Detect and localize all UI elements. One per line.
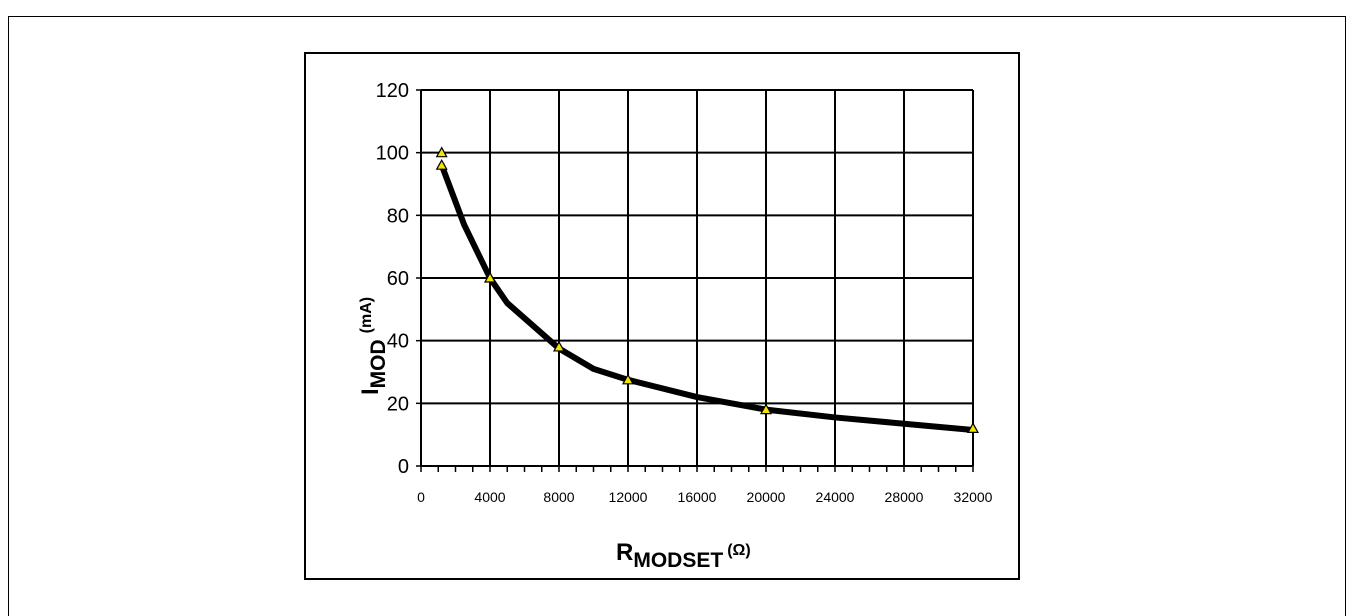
x-tick-label: 16000 [678,489,717,505]
x-axis-title-sub: MODSET [633,549,723,572]
y-tick-label: 40 [387,331,409,353]
x-tick-label: 24000 [816,489,855,505]
tick-labels: 0 20 40 60 80 100 120 0 4000 8000 12000 16000 20000 2… [376,80,993,505]
y-tick-label: 0 [398,456,409,478]
chart-svg: 0 20 40 60 80 100 120 0 4000 8000 12000 16000 20000 2… [357,80,993,572]
x-tick-label: 32000 [954,489,993,505]
y-axis-title-unit: (mA) [358,297,375,333]
y-tick-label: 100 [376,143,409,165]
data-marker [552,340,566,352]
axes [416,89,974,472]
data-marker [621,373,635,385]
x-tick-label: 8000 [543,489,574,505]
y-axis-title-sub: MOD [367,339,390,388]
marker-layer [435,146,980,433]
outer-frame [8,16,1346,616]
y-tick-label: 80 [387,205,409,227]
x-tick-label: 12000 [609,489,648,505]
y-axis-title: IMOD (mA) [357,297,390,395]
data-marker [435,146,448,158]
y-tick-label: 60 [387,268,409,290]
data-marker [759,403,773,415]
data-marker [435,158,448,170]
series-line [438,162,976,433]
data-marker [483,271,497,283]
x-tick-label: 28000 [885,489,924,505]
y-axis-title-main: I [357,388,384,395]
grid [421,89,974,466]
x-tick-label: 4000 [474,489,505,505]
x-axis-title-unit: (Ω) [727,542,750,559]
x-axis-title: RMODSET (Ω) [616,539,751,572]
y-tick-label: 120 [376,80,409,102]
x-tick-label: 0 [417,489,425,505]
data-marker [966,422,980,433]
x-axis-title-main: R [616,539,633,566]
y-tick-label: 20 [387,393,409,415]
x-tick-label: 20000 [747,489,786,505]
chart-frame [304,52,1020,580]
series-layer [438,162,976,433]
